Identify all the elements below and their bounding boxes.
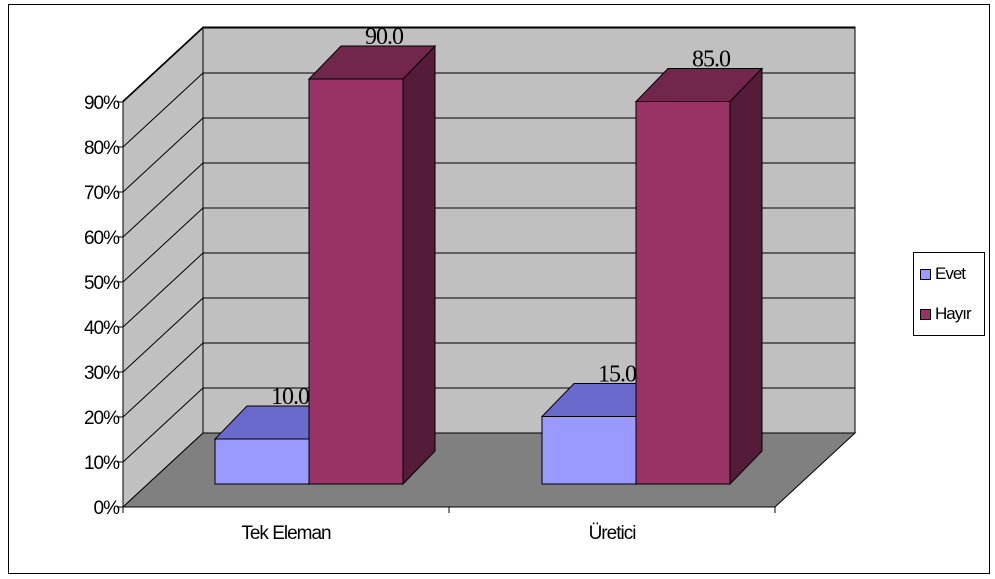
data-label: 90.0 [365, 24, 404, 50]
y-tick-label: 10% [84, 453, 120, 474]
category-label: Üretici [589, 523, 636, 544]
y-tick-label: 60% [84, 228, 120, 249]
gridline-side [122, 27, 204, 103]
data-label: 85.0 [692, 47, 731, 73]
legend-swatch-hayir [920, 308, 931, 320]
labels: 10.0 90.0 15.0 85.0 [271, 24, 732, 410]
y-tick-label: 40% [84, 318, 120, 339]
bar-hayr-1 [634, 67, 764, 486]
bars [213, 44, 764, 486]
y-tick-label: 0% [94, 498, 121, 519]
side-wall [122, 25, 204, 509]
gridline-side [122, 387, 204, 463]
y-tick-label: 90% [84, 93, 120, 114]
y-tick-label: 50% [84, 273, 120, 294]
category-label: Tek Eleman [241, 523, 331, 544]
legend-label-evet: Evet [935, 264, 966, 283]
gridline-side [122, 162, 204, 238]
bar-front [214, 438, 310, 485]
legend-item-hayir: Hayır [920, 303, 972, 325]
gridline-side [122, 207, 204, 283]
y-tick-label: 70% [84, 183, 120, 204]
gridline-side [122, 117, 204, 193]
bar-front [635, 101, 731, 485]
bar-front [541, 416, 637, 485]
axes: 0% 10% 20% 30% 40% 50% 60% 70% 80% 90% Tek Eleman Ü… [84, 93, 776, 544]
bar-side [729, 67, 763, 486]
y-tick-label: 80% [84, 138, 120, 159]
bar-front [308, 78, 404, 485]
data-label: 15.0 [598, 362, 637, 388]
gridline-side [122, 72, 204, 148]
y-tick-label: 20% [84, 408, 120, 429]
legend-item-evet: Evet [920, 263, 966, 285]
y-tick-label: 30% [84, 363, 120, 384]
legend: Evet Hayır [913, 252, 985, 336]
gridline-side [122, 252, 204, 328]
bar-side [402, 44, 436, 486]
legend-swatch-evet [920, 268, 931, 280]
legend-label-hayir: Hayır [935, 304, 972, 323]
data-label: 10.0 [271, 384, 310, 410]
gridline-side [122, 297, 204, 373]
bar-hayr-0 [307, 44, 437, 486]
gridline-side [122, 342, 204, 418]
